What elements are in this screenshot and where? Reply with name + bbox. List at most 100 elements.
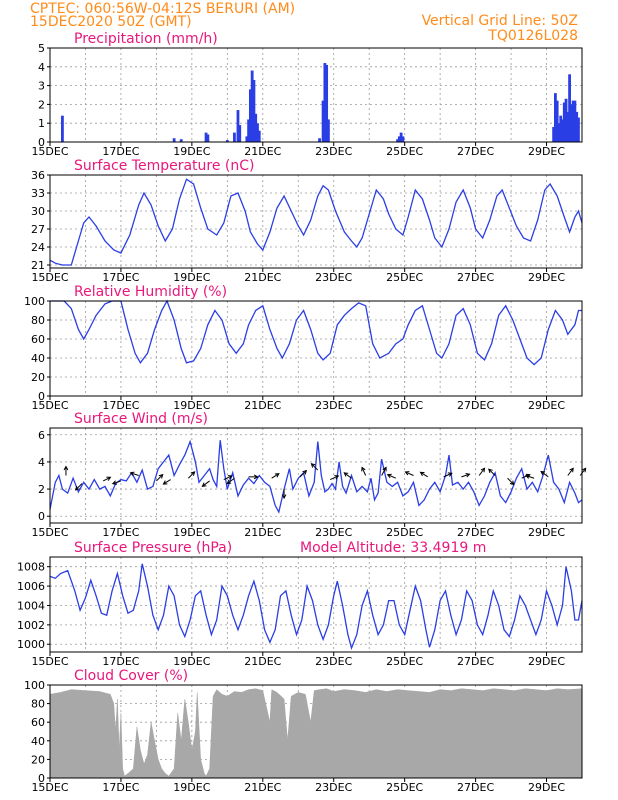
precip-ytick-label: 5 <box>38 42 45 55</box>
rh-xtick-label: 15DEC <box>31 399 68 412</box>
precip-bar <box>238 125 242 142</box>
wind-arrow <box>540 470 549 478</box>
temp-xtick-label: 21DEC <box>244 271 281 284</box>
precip-bar <box>575 111 579 142</box>
precip-bar <box>554 93 557 142</box>
rh-ytick-label: 80 <box>31 314 45 327</box>
pressure-xtick-label: 27DEC <box>457 655 494 668</box>
wind-arrow <box>386 473 397 479</box>
precip-bar <box>397 136 401 142</box>
precip-bar <box>225 140 229 142</box>
precip-bar <box>557 123 561 142</box>
wind-arrow <box>299 469 308 478</box>
wind-arrow <box>111 480 122 485</box>
cloud-ytick-label: 40 <box>31 735 45 748</box>
precip-ytick-label: 1 <box>38 117 45 130</box>
precip-bar <box>396 139 399 142</box>
wind-arrow <box>63 465 69 476</box>
pressure-xtick-label: 25DEC <box>386 655 423 668</box>
rh-ytick-label: 100 <box>24 295 45 308</box>
precip-xtick-label: 19DEC <box>173 145 210 158</box>
rh-line <box>50 299 582 366</box>
wind-ytick-label: 4 <box>38 456 45 469</box>
precip-title: Precipitation (mm/h) <box>74 31 218 47</box>
wind-xtick-label: 23DEC <box>315 526 352 539</box>
wind-line <box>49 439 583 514</box>
pressure-line <box>49 563 583 651</box>
cloud-ytick-label: 80 <box>31 698 45 711</box>
precip-bar <box>571 100 575 142</box>
wind-xtick-label: 17DEC <box>102 526 139 539</box>
precip-xtick-label: 21DEC <box>244 145 281 158</box>
wind-arrow <box>271 473 280 479</box>
precip-bar <box>61 115 64 142</box>
pressure-xtick-label: 21DEC <box>244 655 281 668</box>
precip-xtick-label: 17DEC <box>102 145 139 158</box>
pressure-frame <box>49 556 583 653</box>
precip-ytick-label: 3 <box>38 80 45 93</box>
temp-xtick-label: 25DEC <box>386 271 423 284</box>
wind-arrow <box>201 480 210 487</box>
precip-bar <box>247 119 251 142</box>
cloud-xtick-label: 29DEC <box>528 781 565 794</box>
header-model: TQ0126L028 <box>487 28 578 44</box>
wind-arrow <box>156 473 164 482</box>
wind-arrow <box>129 471 139 477</box>
pressure-ytick-label: 1002 <box>17 619 45 632</box>
wind-arrow <box>461 472 471 478</box>
rh-xtick-label: 17DEC <box>102 399 139 412</box>
wind-arrow <box>381 466 387 476</box>
wind-arrow <box>329 475 340 481</box>
temp-ytick-label: 27 <box>31 223 45 236</box>
wind-xtick-label: 15DEC <box>31 526 68 539</box>
cloud-ytick-label: 20 <box>31 753 45 766</box>
wind-arrow <box>223 475 233 481</box>
precip-bar <box>566 111 570 142</box>
cloud-xtick-label: 23DEC <box>315 781 352 794</box>
precip-bar <box>569 104 573 142</box>
cloud-ytick-label: 100 <box>24 679 45 692</box>
wind-ytick-label: 6 <box>38 429 45 442</box>
wind-ytick-label: 2 <box>38 483 45 496</box>
wind-frame <box>49 427 583 524</box>
temp-frame <box>49 174 583 269</box>
cloud-xtick-label: 25DEC <box>386 781 423 794</box>
temp-xtick-label: 15DEC <box>31 271 68 284</box>
wind-arrow <box>419 471 428 478</box>
rh-xtick-label: 29DEC <box>528 399 565 412</box>
pressure-ytick-label: 1008 <box>17 561 45 574</box>
precip-bar <box>399 132 403 142</box>
wind-xtick-label: 19DEC <box>173 526 210 539</box>
wind-arrow <box>507 477 515 486</box>
wind-xtick-label: 21DEC <box>244 526 281 539</box>
precip-bar <box>401 136 405 142</box>
rh-ytick-label: 60 <box>31 333 45 346</box>
precip-bar <box>555 100 559 142</box>
pressure-xtick-label: 19DEC <box>173 655 210 668</box>
precip-bar <box>204 132 208 142</box>
header-station: CPTEC: 060:56W-04:12S BERURI (AM) <box>30 1 295 17</box>
pressure-xtick-label: 15DEC <box>31 655 68 668</box>
wind-ytick-label: 0 <box>38 510 45 523</box>
rh-xtick-label: 19DEC <box>173 399 210 412</box>
cloud-frame <box>49 684 583 779</box>
precip-bar <box>206 134 210 142</box>
precip-bar <box>325 64 329 142</box>
temp-line <box>49 178 583 266</box>
wind-title: Surface Wind (m/s) <box>74 411 208 427</box>
pressure-ytick-label: 1000 <box>17 638 45 651</box>
wind-arrow <box>488 468 496 476</box>
wind-arrow <box>404 471 414 476</box>
wind-arrow <box>248 474 259 480</box>
wind-arrow <box>525 474 535 479</box>
precip-bar <box>236 110 240 142</box>
cloud-xtick-label: 27DEC <box>457 781 494 794</box>
precip-frame <box>49 47 583 143</box>
precip-bar <box>248 89 252 142</box>
rh-frame <box>49 300 583 397</box>
temp-ytick-label: 30 <box>31 205 45 218</box>
rh-ytick-label: 20 <box>31 371 45 384</box>
cloud-panel: 0 20 40 60 80 100 15DEC 17DEC 19DEC 21DEC 23DEC 25D… <box>24 668 583 794</box>
wind-arrow <box>478 467 486 476</box>
